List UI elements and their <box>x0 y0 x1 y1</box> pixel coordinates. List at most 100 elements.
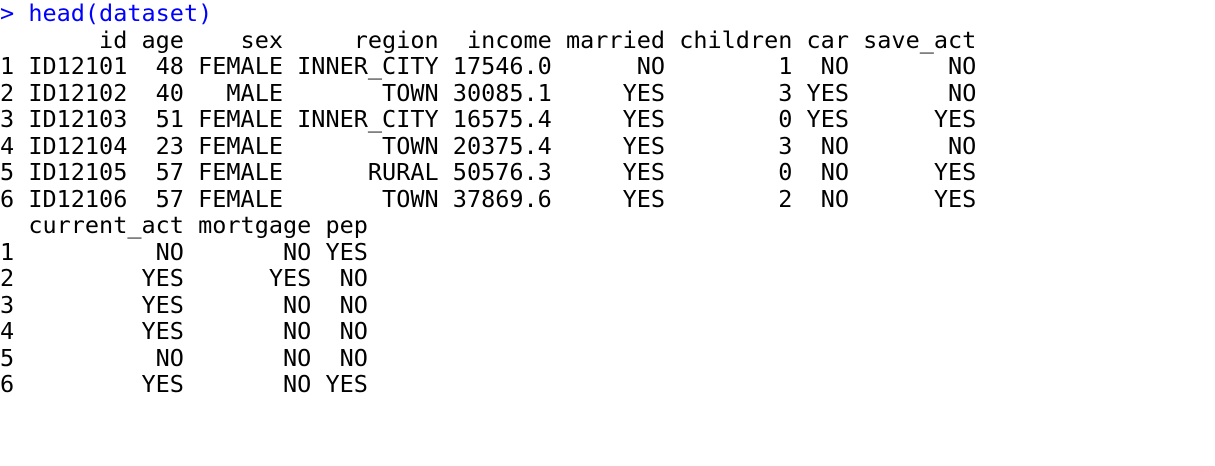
cell-current-act: YES <box>141 290 184 319</box>
cell-sex: MALE <box>226 78 283 107</box>
cell-car: NO <box>820 131 849 160</box>
cell-region: INNER_CITY <box>297 105 439 133</box>
table-row: 3 ID12103 51 FEMALE INNER_CITY 16575.4 Y… <box>0 106 1215 133</box>
cell-id: ID12103 <box>28 105 128 133</box>
table-header-row: current_act mortgage pep <box>0 212 1215 239</box>
table-row: 1 NO NO YES <box>0 237 1215 266</box>
cell-current-act: YES <box>141 370 184 398</box>
cell-current-act: YES <box>141 317 184 345</box>
table-row: 2 ID12102 40 MALE TOWN 30085.1 YES 3 YES… <box>0 78 1215 107</box>
cell-age: 40 <box>155 78 184 107</box>
cell-age: 48 <box>155 52 184 80</box>
cell-sex: FEMALE <box>198 184 283 213</box>
cell-income: 16575.4 <box>452 105 552 133</box>
cell-pep: NO <box>339 317 368 345</box>
cell-sex: FEMALE <box>198 52 283 80</box>
row-name: 6 <box>0 184 15 213</box>
table-row: 5 ID12105 57 FEMALE RURAL 50576.3 YES 0 … <box>0 159 1215 186</box>
cell-pep: YES <box>325 370 368 398</box>
command-line: > head(dataset) <box>0 0 1215 27</box>
cell-mortgage: NO <box>283 290 312 319</box>
cell-pep: NO <box>339 343 368 372</box>
table-row: 5 NO NO NO <box>0 343 1215 372</box>
cell-id: ID12102 <box>28 78 128 107</box>
cell-car: NO <box>820 184 849 213</box>
row-name: 1 <box>0 52 15 80</box>
column-header-region: region <box>353 25 439 54</box>
table-row: 4 ID12104 23 FEMALE TOWN 20375.4 YES 3 N… <box>0 131 1215 160</box>
cell-id: ID12104 <box>28 131 128 160</box>
cell-save-act: YES <box>933 184 977 213</box>
cell-income: 37869.6 <box>452 184 552 213</box>
cell-married: YES <box>622 78 666 107</box>
cell-married: NO <box>636 52 666 80</box>
cell-married: YES <box>622 158 666 186</box>
cell-region: TOWN <box>382 184 439 213</box>
table-row: 2 YES YES NO <box>0 265 1215 292</box>
table-row: 1 ID12101 48 FEMALE INNER_CITY 17546.0 N… <box>0 53 1215 80</box>
row-name: 2 <box>0 78 15 107</box>
cell-children: 2 <box>778 184 793 213</box>
row-name: 5 <box>0 158 15 186</box>
cell-region: RURAL <box>367 158 439 186</box>
cell-married: YES <box>622 184 666 213</box>
cell-save-act: NO <box>948 131 977 160</box>
cell-region: TOWN <box>382 78 439 107</box>
column-header-pep: pep <box>325 211 368 239</box>
cell-current-act: NO <box>155 237 184 266</box>
cell-children: 3 <box>778 78 793 107</box>
cell-id: ID12105 <box>28 158 128 186</box>
table-row: 3 YES NO NO <box>0 290 1215 319</box>
cell-age: 51 <box>155 105 184 133</box>
data-frame-block-1: id age sex region income married childre… <box>0 25 1215 213</box>
cell-children: 1 <box>778 52 793 80</box>
cell-children: 0 <box>778 105 793 133</box>
cell-id: ID12106 <box>28 184 128 213</box>
cell-car: NO <box>820 158 849 186</box>
column-header-car: car <box>806 25 849 54</box>
column-header-income: income <box>466 25 552 54</box>
cell-save-act: YES <box>933 105 977 133</box>
cell-save-act: YES <box>933 158 977 186</box>
table-header-row: id age sex region income married childre… <box>0 25 1215 54</box>
column-header-current-act: current_act <box>28 211 184 239</box>
cell-married: YES <box>622 105 666 133</box>
cell-age: 57 <box>155 184 184 213</box>
column-header-save-act: save_act <box>863 25 977 54</box>
table-row: 6 YES NO YES <box>0 371 1215 398</box>
cell-income: 17546.0 <box>452 52 552 80</box>
command-text: head(dataset) <box>28 0 213 27</box>
column-header-mortgage: mortgage <box>198 211 312 239</box>
rowname-header <box>0 26 14 54</box>
row-name: 5 <box>0 343 15 372</box>
column-header-age: age <box>141 25 184 54</box>
cell-car: YES <box>806 105 849 133</box>
cell-mortgage: NO <box>283 370 312 398</box>
cell-pep: NO <box>339 264 368 292</box>
cell-current-act: NO <box>155 343 184 372</box>
column-header-children: children <box>679 25 793 54</box>
cell-save-act: NO <box>948 52 977 80</box>
row-name: 3 <box>0 105 15 133</box>
column-header-married: married <box>565 25 666 54</box>
cell-mortgage: YES <box>268 264 312 292</box>
cell-age: 23 <box>155 131 184 160</box>
row-name: 1 <box>0 237 15 266</box>
row-name: 4 <box>0 317 15 345</box>
cell-children: 0 <box>778 158 793 186</box>
cell-pep: YES <box>325 237 368 266</box>
prompt-symbol: > <box>0 0 15 27</box>
cell-mortgage: NO <box>283 317 312 345</box>
console-output: > head(dataset) id age sex region income… <box>0 0 1215 398</box>
cell-id: ID12101 <box>28 52 128 80</box>
cell-mortgage: NO <box>282 237 312 266</box>
cell-region: TOWN <box>382 131 439 160</box>
column-header-sex: sex <box>240 25 283 54</box>
cell-save-act: NO <box>948 78 977 107</box>
cell-age: 57 <box>155 158 184 186</box>
cell-current-act: YES <box>141 264 184 292</box>
cell-income: 50576.3 <box>452 158 552 186</box>
cell-car: YES <box>806 78 849 107</box>
table-row: 4 YES NO NO <box>0 318 1215 345</box>
